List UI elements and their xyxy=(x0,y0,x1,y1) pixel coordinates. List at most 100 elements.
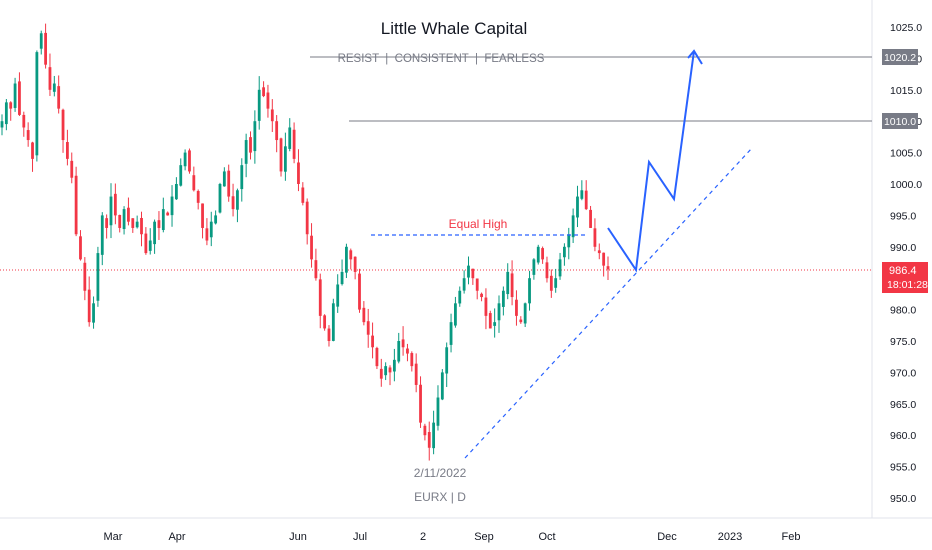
candle-body xyxy=(401,339,405,348)
candle-body xyxy=(510,273,514,298)
time-tick-label: Jun xyxy=(289,531,307,543)
candle-body xyxy=(597,250,601,254)
candle-body xyxy=(501,290,505,307)
equal-high-label: Equal High xyxy=(449,217,508,231)
candle-body xyxy=(22,114,26,128)
ascending-trendline[interactable] xyxy=(464,147,753,459)
candle-body xyxy=(57,86,61,109)
symbol-label: EURX | D xyxy=(414,490,466,504)
candle-body xyxy=(170,196,174,216)
candle-body xyxy=(13,83,17,108)
candle-body xyxy=(183,152,187,167)
candle-body xyxy=(70,160,74,178)
candle-body xyxy=(179,165,183,186)
candle-body xyxy=(475,278,479,291)
time-tick-label: 2023 xyxy=(718,531,742,543)
candle-body xyxy=(331,303,335,341)
candle-body xyxy=(554,278,558,288)
candle-body xyxy=(297,162,300,184)
price-tick-label: 950.0 xyxy=(890,493,916,505)
candle-body xyxy=(423,425,427,436)
price-tick-label: 1015.0 xyxy=(890,85,922,97)
candle-body xyxy=(580,190,584,199)
candle-body xyxy=(532,259,536,275)
candle-body xyxy=(593,228,597,247)
candle-body xyxy=(9,102,13,109)
candle-body xyxy=(558,259,562,277)
candle-body xyxy=(161,209,165,230)
candle-body xyxy=(541,248,545,260)
candle-body xyxy=(236,190,239,210)
candle-body xyxy=(515,299,518,316)
candlestick-series xyxy=(0,23,610,461)
candle-body xyxy=(153,221,156,245)
candle-body xyxy=(353,256,357,272)
candle-body xyxy=(0,121,4,128)
candle-body xyxy=(397,341,401,362)
candle-body xyxy=(545,262,549,279)
candle-body xyxy=(358,273,361,310)
candle-body xyxy=(506,271,510,295)
candle-body xyxy=(92,303,95,323)
candle-body xyxy=(392,359,396,372)
candle-body xyxy=(488,313,492,329)
candle-body xyxy=(253,121,257,152)
candle-body xyxy=(257,89,261,121)
candle-body xyxy=(323,315,327,329)
candle-body xyxy=(218,184,222,213)
candle-body xyxy=(231,196,235,210)
candle-body xyxy=(105,218,109,228)
candle-body xyxy=(432,422,436,449)
candle-body xyxy=(314,260,318,279)
candle-body xyxy=(288,127,292,149)
price-tick-label: 975.0 xyxy=(890,336,916,348)
last-price-tag-bg xyxy=(882,262,928,293)
candle-body xyxy=(362,307,366,323)
candle-body xyxy=(384,366,388,376)
candle-body xyxy=(74,175,78,235)
price-tick-label: 970.0 xyxy=(890,367,916,379)
candle-body xyxy=(366,321,370,335)
candle-body xyxy=(327,328,331,341)
countdown-tag: 18:01:28 xyxy=(887,279,928,291)
time-tick-label: Sep xyxy=(474,531,494,543)
candle-body xyxy=(18,81,21,115)
candle-body xyxy=(109,196,113,226)
candle-body xyxy=(4,102,8,125)
candle-body xyxy=(188,150,191,172)
candle-body xyxy=(310,235,313,260)
candle-body xyxy=(549,275,553,291)
candle-body xyxy=(436,397,440,426)
candle-body xyxy=(606,266,610,270)
candle-body xyxy=(52,83,56,92)
candle-body xyxy=(214,215,218,224)
candle-body xyxy=(249,137,252,153)
candle-body xyxy=(427,432,431,448)
price-tick-label: 955.0 xyxy=(890,462,916,474)
candle-body xyxy=(131,218,135,228)
candle-body xyxy=(571,215,575,238)
candle-body xyxy=(349,250,353,260)
price-tick-label: 1005.0 xyxy=(890,148,922,160)
candle-body xyxy=(96,253,100,301)
candle-body xyxy=(523,303,527,324)
candle-body xyxy=(589,209,592,228)
candle-body xyxy=(567,234,571,248)
price-tick-label: 980.0 xyxy=(890,305,916,317)
candle-body xyxy=(336,284,340,307)
swing-low-date-label: 2/11/2022 xyxy=(414,466,467,480)
candle-body xyxy=(31,142,34,159)
projection-arrow-head xyxy=(687,49,703,65)
candle-body xyxy=(528,278,531,304)
time-axis[interactable]: Mar Apr Jun Jul 2 Sep Oct Dec 2023 Feb xyxy=(104,531,801,543)
price-tick-label: 960.0 xyxy=(890,430,916,442)
candle-body xyxy=(100,215,104,255)
candle-body xyxy=(122,209,126,230)
projection-path[interactable] xyxy=(607,50,695,273)
time-tick-label: Feb xyxy=(782,531,801,543)
candle-body xyxy=(192,175,196,191)
time-tick-label: Oct xyxy=(538,531,555,543)
candle-body xyxy=(270,109,274,122)
candle-body xyxy=(458,290,462,304)
